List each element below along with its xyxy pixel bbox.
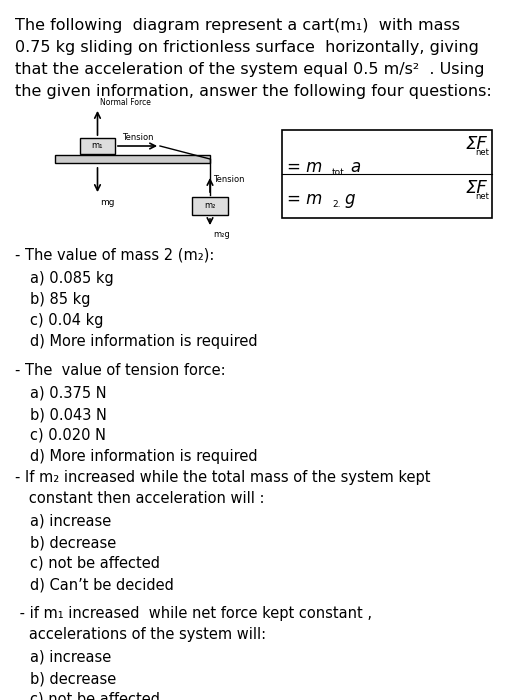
Text: - If m₂ increased while the total mass of the system kept: - If m₂ increased while the total mass o… bbox=[15, 470, 430, 485]
Text: Normal Force: Normal Force bbox=[100, 98, 151, 107]
Text: that the acceleration of the system equal 0.5 m/s²  . Using: that the acceleration of the system equa… bbox=[15, 62, 484, 77]
Text: c) 0.020 N: c) 0.020 N bbox=[30, 428, 106, 443]
Text: a) 0.085 kg: a) 0.085 kg bbox=[30, 271, 114, 286]
Text: a: a bbox=[350, 158, 360, 176]
Text: = m: = m bbox=[287, 158, 322, 176]
Text: d) More information is required: d) More information is required bbox=[30, 334, 258, 349]
Text: m₂g: m₂g bbox=[213, 230, 230, 239]
Text: net: net bbox=[475, 148, 489, 157]
Text: m₂: m₂ bbox=[204, 202, 216, 211]
Bar bbox=[192, 197, 228, 215]
Text: - if m₁ increased  while net force kept constant ,: - if m₁ increased while net force kept c… bbox=[15, 606, 372, 621]
Text: c) not be affected: c) not be affected bbox=[30, 556, 160, 571]
Text: - The value of mass 2 (m₂):: - The value of mass 2 (m₂): bbox=[15, 248, 215, 263]
Text: accelerations of the system will:: accelerations of the system will: bbox=[15, 627, 266, 642]
Text: c) not be affected: c) not be affected bbox=[30, 692, 160, 700]
Text: a) 0.375 N: a) 0.375 N bbox=[30, 386, 107, 401]
Text: c) 0.04 kg: c) 0.04 kg bbox=[30, 313, 104, 328]
Text: 2.: 2. bbox=[332, 200, 340, 209]
Text: The following  diagram represent a cart(m₁)  with mass: The following diagram represent a cart(m… bbox=[15, 18, 460, 33]
Text: constant then acceleration will :: constant then acceleration will : bbox=[15, 491, 265, 506]
Text: b) decrease: b) decrease bbox=[30, 671, 116, 686]
Text: Tension: Tension bbox=[122, 133, 153, 142]
Text: ΣF: ΣF bbox=[466, 179, 487, 197]
Text: net: net bbox=[475, 192, 489, 201]
Text: a) increase: a) increase bbox=[30, 650, 112, 665]
Bar bbox=[55, 155, 210, 163]
Text: b) 0.043 N: b) 0.043 N bbox=[30, 407, 107, 422]
Bar bbox=[80, 138, 115, 154]
Text: = m: = m bbox=[287, 190, 322, 208]
Bar bbox=[282, 130, 492, 218]
Text: - The  value of tension force:: - The value of tension force: bbox=[15, 363, 226, 378]
Text: a) increase: a) increase bbox=[30, 514, 112, 529]
Text: m₁: m₁ bbox=[92, 141, 103, 150]
Text: d) More information is required: d) More information is required bbox=[30, 449, 258, 464]
Text: the given information, answer the following four questions:: the given information, answer the follow… bbox=[15, 84, 492, 99]
Text: g: g bbox=[344, 190, 355, 208]
Text: b) 85 kg: b) 85 kg bbox=[30, 292, 90, 307]
Text: mg: mg bbox=[100, 198, 115, 207]
Text: Tension: Tension bbox=[213, 176, 245, 185]
Text: b) decrease: b) decrease bbox=[30, 535, 116, 550]
Text: 0.75 kg sliding on frictionless surface  horizontally, giving: 0.75 kg sliding on frictionless surface … bbox=[15, 40, 479, 55]
Text: ΣF: ΣF bbox=[466, 135, 487, 153]
Text: tot.: tot. bbox=[332, 168, 348, 177]
Text: d) Can’t be decided: d) Can’t be decided bbox=[30, 577, 174, 592]
